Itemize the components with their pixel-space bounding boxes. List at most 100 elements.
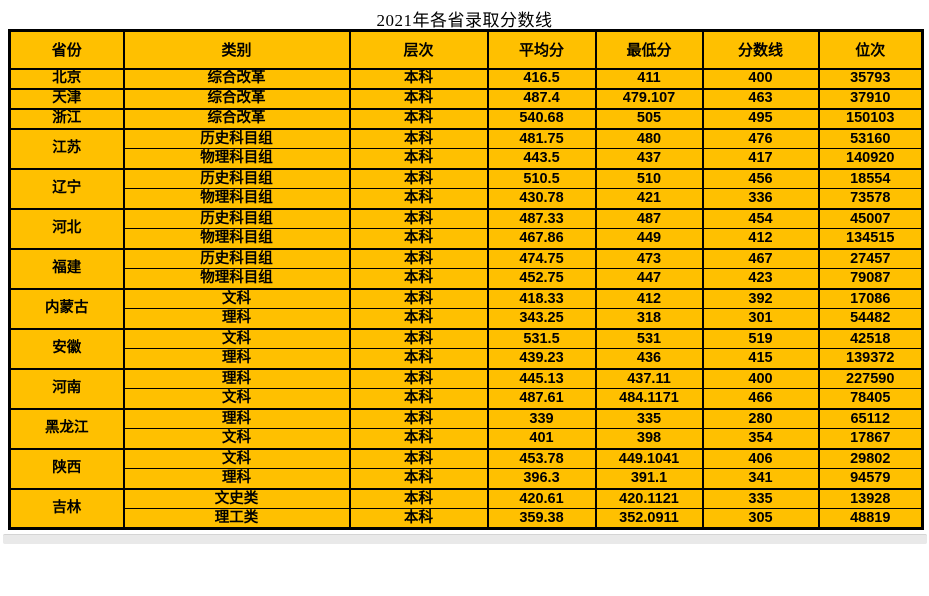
score-line-cell: 335: [701, 487, 820, 509]
avg-score-cell: 453.78: [486, 447, 597, 469]
table-row: 河北 历史科目组 本科 487.33 487 454 45007: [8, 207, 924, 249]
table-row: 天津 综合改革 本科 487.4 479.107 463 37910: [8, 87, 924, 109]
level-cell: 本科: [348, 447, 489, 469]
rank-cell: 13928: [817, 487, 924, 509]
column-header-score-line: 分数线: [701, 30, 820, 70]
rank-cell: 54482: [817, 308, 924, 329]
table-row: 理科 本科 396.3 391.1 341 94579: [10, 468, 924, 489]
table-row: 安徽 文科 本科 531.5 531 519 42518: [8, 327, 924, 369]
avg-score-cell: 445.13: [486, 367, 597, 389]
level-cell: 本科: [348, 487, 489, 509]
province-cell: 江苏: [8, 127, 125, 169]
table-row: 江苏 历史科目组 本科 481.75 480 476 53160: [8, 127, 924, 169]
avg-score-cell: 487.33: [486, 207, 597, 229]
table-row: 理工类 本科 359.38 352.0911 305 48819: [10, 508, 924, 529]
table-row: 黑龙江 理科 本科 339 335 280 65112: [8, 407, 924, 449]
category-cell: 理科: [122, 348, 351, 369]
score-line-cell: 280: [701, 407, 820, 429]
level-cell: 本科: [348, 407, 489, 429]
min-score-cell: 531: [594, 327, 704, 349]
table-row: 文科 本科 401 398 354 17867: [10, 428, 924, 449]
min-score-cell: 449: [594, 228, 704, 249]
score-line-cell: 406: [701, 447, 820, 469]
score-line-cell: 519: [701, 327, 820, 349]
rank-cell: 79087: [817, 268, 924, 289]
avg-score-cell: 540.68: [486, 107, 597, 129]
level-cell: 本科: [348, 247, 489, 269]
level-cell: 本科: [348, 188, 489, 209]
score-line-cell: 476: [701, 127, 820, 149]
rank-cell: 140920: [817, 148, 924, 169]
avg-score-cell: 430.78: [486, 188, 597, 209]
category-cell: 文科: [122, 428, 351, 449]
min-score-cell: 505: [594, 107, 704, 129]
avg-score-cell: 418.33: [486, 287, 597, 309]
score-line-cell: 305: [701, 508, 820, 529]
province-cell: 天津: [8, 87, 125, 109]
category-cell: 物理科目组: [122, 148, 351, 169]
category-cell: 理科: [122, 308, 351, 329]
score-line-cell: 400: [701, 67, 820, 89]
table-row: 福建 历史科目组 本科 474.75 473 467 27457: [8, 247, 924, 289]
province-cell: 河北: [8, 207, 125, 249]
avg-score-cell: 443.5: [486, 148, 597, 169]
table-row: 理科 本科 343.25 318 301 54482: [10, 308, 924, 329]
rank-cell: 17086: [817, 287, 924, 309]
rank-cell: 73578: [817, 188, 924, 209]
category-cell: 理工类: [122, 508, 351, 529]
min-score-cell: 510: [594, 167, 704, 189]
min-score-cell: 335: [594, 407, 704, 429]
bottom-shadow-bar: [3, 534, 927, 544]
category-cell: 历史科目组: [122, 127, 351, 149]
level-cell: 本科: [348, 428, 489, 449]
avg-score-cell: 452.75: [486, 268, 597, 289]
category-cell: 历史科目组: [122, 247, 351, 269]
province-cell: 安徽: [8, 327, 125, 369]
level-cell: 本科: [348, 367, 489, 389]
score-line-cell: 466: [701, 388, 820, 409]
min-score-cell: 421: [594, 188, 704, 209]
rank-cell: 65112: [817, 407, 924, 429]
min-score-cell: 449.1041: [594, 447, 704, 469]
min-score-cell: 480: [594, 127, 704, 149]
min-score-cell: 412: [594, 287, 704, 309]
avg-score-cell: 359.38: [486, 508, 597, 529]
column-header-min-score: 最低分: [594, 30, 704, 70]
column-header-rank: 位次: [817, 30, 924, 70]
min-score-cell: 352.0911: [594, 508, 704, 529]
category-cell: 文史类: [122, 487, 351, 509]
table-row: 河南 理科 本科 445.13 437.11 400 227590: [8, 367, 924, 409]
rank-cell: 17867: [817, 428, 924, 449]
table-row: 吉林 文史类 本科 420.61 420.1121 335 13928: [8, 487, 924, 529]
min-score-cell: 436: [594, 348, 704, 369]
table-row: 物理科目组 本科 443.5 437 417 140920: [10, 148, 924, 169]
avg-score-cell: 439.23: [486, 348, 597, 369]
table-row: 陕西 文科 本科 453.78 449.1041 406 29802: [8, 447, 924, 489]
category-cell: 物理科目组: [122, 268, 351, 289]
table-row: 物理科目组 本科 467.86 449 412 134515: [10, 228, 924, 249]
min-score-cell: 473: [594, 247, 704, 269]
avg-score-cell: 531.5: [486, 327, 597, 349]
table-row: 内蒙古 文科 本科 418.33 412 392 17086: [8, 287, 924, 329]
min-score-cell: 398: [594, 428, 704, 449]
rank-cell: 227590: [817, 367, 924, 389]
category-cell: 理科: [122, 407, 351, 429]
score-line-cell: 456: [701, 167, 820, 189]
column-header-province: 省份: [8, 30, 125, 70]
avg-score-cell: 401: [486, 428, 597, 449]
score-line-cell: 417: [701, 148, 820, 169]
category-cell: 文科: [122, 287, 351, 309]
column-header-category: 类别: [122, 30, 351, 70]
level-cell: 本科: [348, 207, 489, 229]
category-cell: 历史科目组: [122, 167, 351, 189]
rank-cell: 45007: [817, 207, 924, 229]
avg-score-cell: 416.5: [486, 67, 597, 89]
table-row: 文科 本科 487.61 484.1171 466 78405: [10, 388, 924, 409]
table-header-row: 省份 类别 层次 平均分 最低分 分数线 位次: [8, 30, 924, 70]
avg-score-cell: 474.75: [486, 247, 597, 269]
avg-score-cell: 396.3: [486, 468, 597, 489]
avg-score-cell: 467.86: [486, 228, 597, 249]
avg-score-cell: 420.61: [486, 487, 597, 509]
level-cell: 本科: [348, 228, 489, 249]
score-line-cell: 341: [701, 468, 820, 489]
